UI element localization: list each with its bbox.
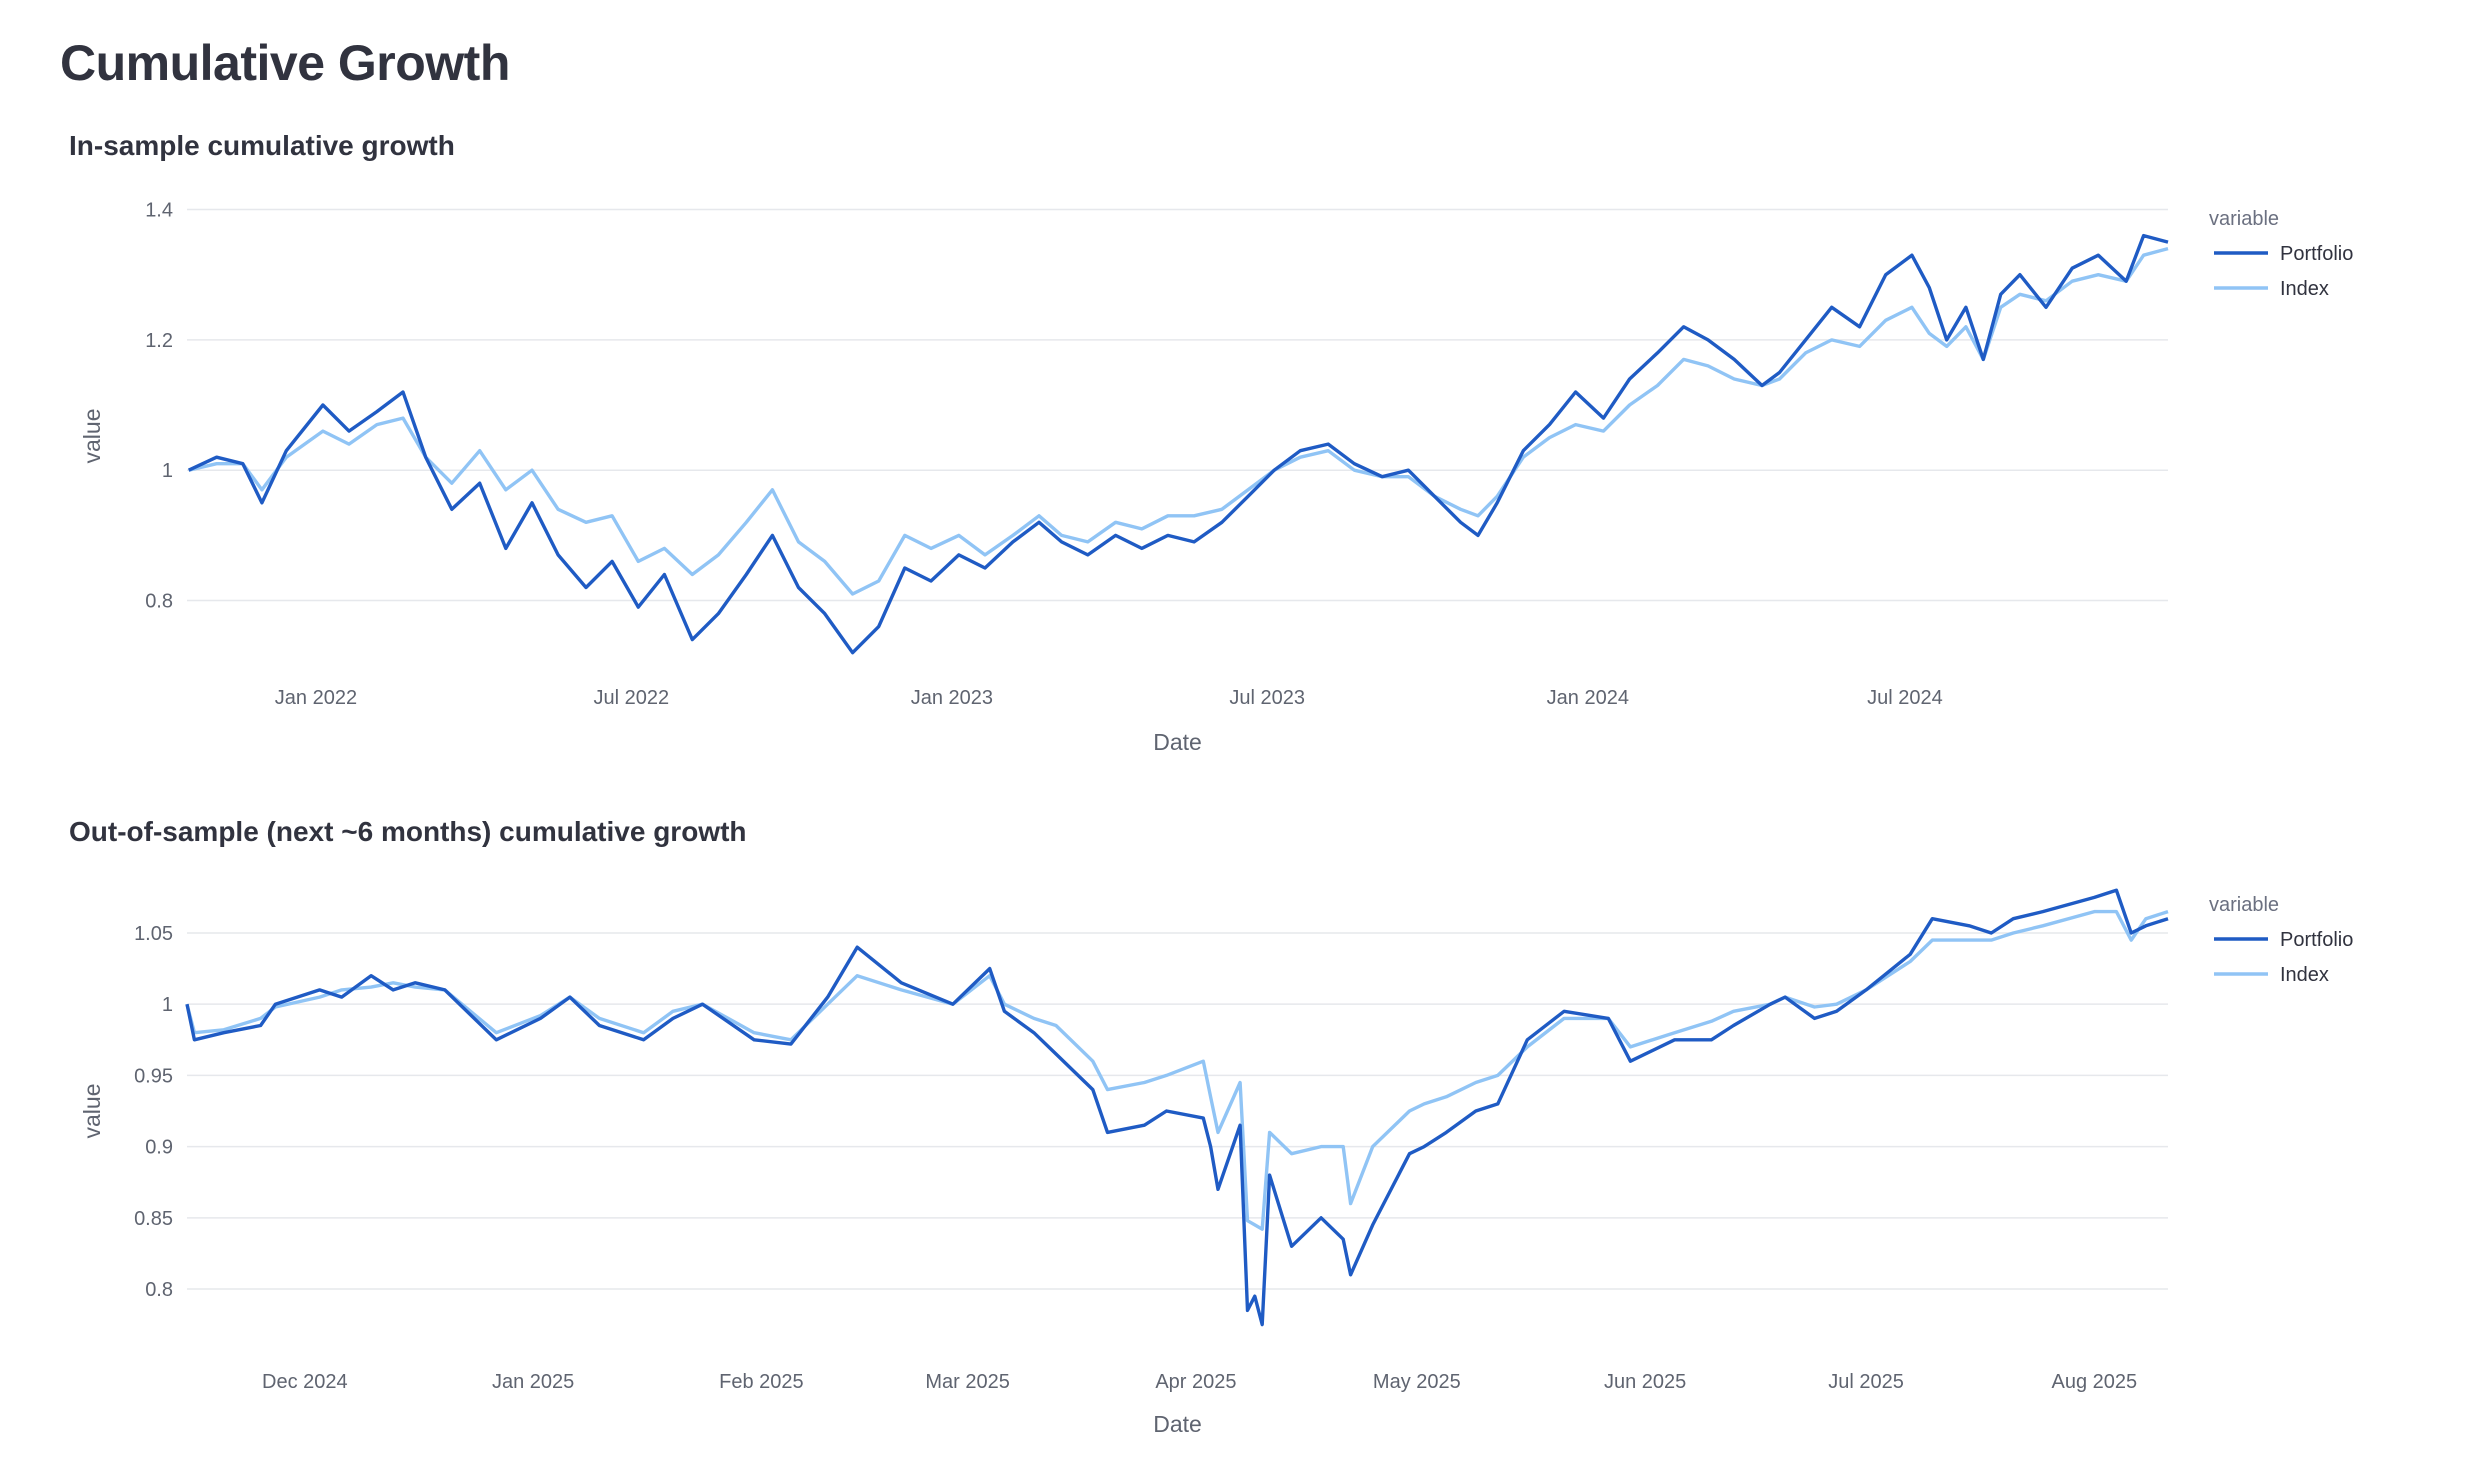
chart-title: In-sample cumulative growth bbox=[69, 130, 455, 161]
x-tick-label: Apr 2025 bbox=[1155, 1371, 1236, 1393]
y-tick-label: 1 bbox=[162, 994, 173, 1016]
page-title: Cumulative Growth bbox=[60, 35, 510, 91]
x-tick-label: Jan 2023 bbox=[911, 687, 993, 709]
series-line-index[interactable] bbox=[185, 909, 2169, 1231]
y-axis-title: value bbox=[79, 409, 105, 464]
y-tick-label: 0.9 bbox=[145, 1137, 173, 1159]
y-gridlines bbox=[187, 208, 2168, 602]
x-tick-label: Jan 2024 bbox=[1547, 687, 1629, 709]
y-gridlines bbox=[187, 932, 2168, 1290]
series-line-index[interactable] bbox=[188, 246, 2169, 596]
legend-item-portfolio[interactable]: Portfolio bbox=[2214, 243, 2353, 265]
legend-label: Portfolio bbox=[2280, 929, 2353, 951]
legend-item-portfolio[interactable]: Portfolio bbox=[2214, 929, 2353, 951]
legend-label: Index bbox=[2280, 278, 2329, 300]
x-tick-label: Jul 2024 bbox=[1867, 687, 1943, 709]
y-tick-label: 1 bbox=[162, 460, 173, 482]
series-line-portfolio[interactable] bbox=[187, 233, 2169, 655]
x-tick-label: Jun 2025 bbox=[1604, 1371, 1686, 1393]
x-axis-title: Date bbox=[1153, 729, 1202, 755]
in-sample-chart: In-sample cumulative growth 0.8 1 1.2 1.4 Ja… bbox=[0, 120, 2470, 780]
y-tick-label: 1.05 bbox=[134, 923, 173, 945]
x-tick-label: Jul 2025 bbox=[1828, 1371, 1904, 1393]
y-tick-label: 0.95 bbox=[134, 1065, 173, 1087]
legend-label: Portfolio bbox=[2280, 243, 2353, 265]
y-tick-label: 0.85 bbox=[134, 1208, 173, 1230]
x-tick-label: Jul 2022 bbox=[593, 687, 669, 709]
legend-title: variable bbox=[2209, 894, 2279, 916]
x-tick-label: Jan 2025 bbox=[492, 1371, 574, 1393]
legend-item-index[interactable]: Index bbox=[2214, 964, 2329, 986]
legend-label: Index bbox=[2280, 964, 2329, 986]
out-of-sample-plot[interactable]: 0.8 0.85 0.9 0.95 1 1.05 Dec 2024 Jan 2025 Feb 2… bbox=[0, 806, 2470, 1436]
y-tick-label: 1.2 bbox=[145, 330, 173, 352]
in-sample-plot[interactable]: 0.8 1 1.2 1.4 Jan 2022 Jul 2022 Jan 2023 Jul 20… bbox=[0, 120, 2470, 780]
x-axis-title: Date bbox=[1153, 1411, 1202, 1436]
y-tick-label: 0.8 bbox=[145, 591, 173, 613]
x-tick-label: Jan 2022 bbox=[275, 687, 357, 709]
x-tick-label: May 2025 bbox=[1373, 1371, 1461, 1393]
series-line-portfolio[interactable] bbox=[185, 888, 2169, 1327]
x-tick-label: Aug 2025 bbox=[2052, 1371, 2138, 1393]
y-axis-title: value bbox=[79, 1084, 105, 1139]
x-tick-label: Feb 2025 bbox=[719, 1371, 804, 1393]
chart-title: Out-of-sample (next ~6 months) cumulativ… bbox=[69, 816, 747, 847]
x-tick-label: Dec 2024 bbox=[262, 1371, 348, 1393]
legend-title: variable bbox=[2209, 208, 2279, 230]
out-of-sample-chart: Out-of-sample (next ~6 months) cumulativ… bbox=[0, 806, 2470, 1466]
legend-item-index[interactable]: Index bbox=[2214, 278, 2329, 300]
x-tick-label: Mar 2025 bbox=[925, 1371, 1010, 1393]
y-tick-label: 0.8 bbox=[145, 1279, 173, 1301]
x-tick-label: Jul 2023 bbox=[1229, 687, 1305, 709]
y-tick-label: 1.4 bbox=[145, 200, 173, 222]
